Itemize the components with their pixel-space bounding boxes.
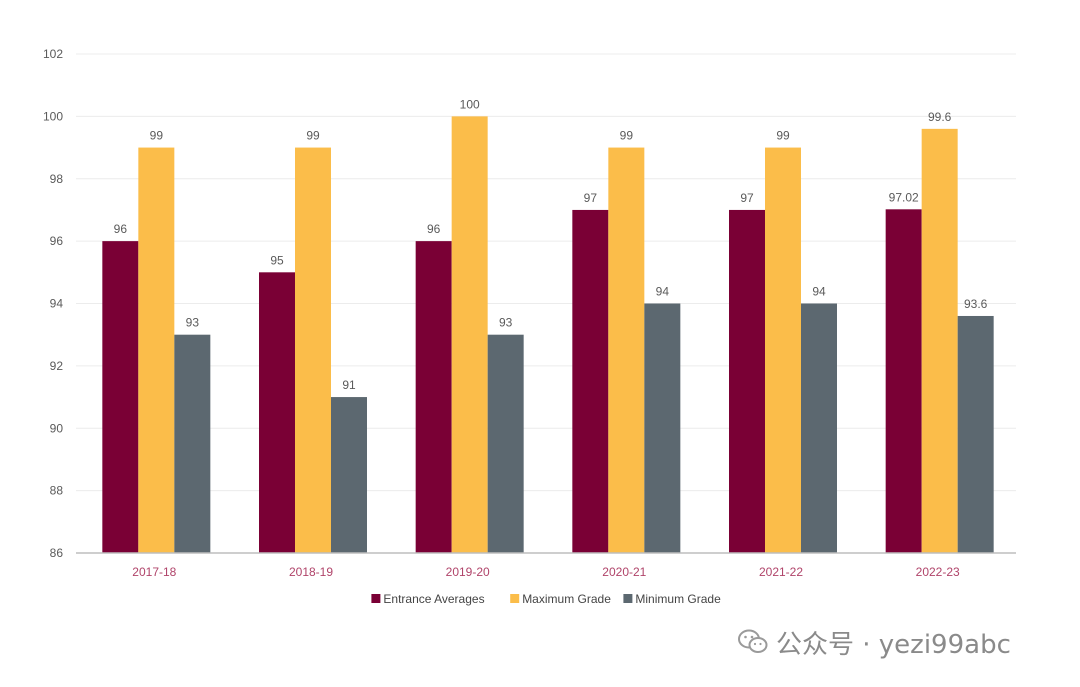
bar [801,303,837,553]
legend-label: Maximum Grade [522,592,611,606]
data-label: 97 [584,191,598,205]
data-label: 94 [812,285,826,299]
data-label: 99 [620,129,634,143]
data-label: 91 [342,378,356,392]
watermark: 公众号 · yezi99abc [738,622,1011,662]
bar [451,116,488,553]
y-tick-label: 88 [50,484,64,498]
data-label: 93 [186,316,200,330]
bars [102,116,994,553]
watermark-text: 公众号 · yezi99abc [776,629,1011,660]
bar [885,209,922,553]
gridlines [76,53,1016,492]
bar [765,147,801,553]
data-label: 96 [114,222,128,236]
y-tick-label: 92 [50,359,64,373]
data-label: 93 [499,316,513,330]
x-tick-label: 2019-20 [446,565,490,579]
x-tick-label: 2020-21 [602,565,646,579]
bar [331,397,367,553]
wechat-icon [738,629,768,653]
data-label: 97 [740,191,754,205]
data-label: 99.6 [928,110,952,124]
x-tick-label: 2022-23 [916,565,960,579]
x-tick-label: 2021-22 [759,565,803,579]
legend: Entrance Averages Maximum Grade Minimum Gr… [371,592,721,606]
legend-swatch [371,594,381,603]
y-tick-label: 102 [43,47,63,61]
bar [259,272,295,553]
legend-label: Entrance Averages [383,592,484,606]
x-tick-label: 2017-18 [132,565,176,579]
x-axis: 2017-18 2018-19 2019-20 2020-21 2021-22 2022-… [76,552,1016,579]
bar [644,303,681,553]
data-label: 99 [776,129,790,143]
legend-swatch [623,594,633,603]
bar [921,128,958,553]
y-tick-label: 86 [50,546,64,560]
y-tick-label: 100 [43,109,63,123]
bar [102,241,139,553]
data-label: 99 [150,129,164,143]
bar [174,334,211,553]
bar [295,147,331,553]
bar [608,147,645,553]
bar [957,315,994,553]
data-label: 97.02 [889,190,919,204]
legend-swatch [510,594,520,603]
bar [729,209,765,553]
bar [138,147,175,553]
y-tick-label: 90 [50,421,64,435]
data-labels: 96 99 93 95 99 91 96 100 93 97 99 94 97 99 94 97.02 99.6… [114,97,988,392]
y-tick-label: 96 [50,234,64,248]
data-label: 96 [427,222,441,236]
data-label: 93.6 [964,297,988,311]
bar [572,209,609,553]
data-label: 94 [656,285,670,299]
y-axis: 86 88 90 92 94 96 98 100 102 [43,47,63,560]
x-tick-label: 2018-19 [289,565,333,579]
y-tick-label: 98 [50,172,64,186]
data-label: 95 [270,253,284,267]
bar [487,334,524,553]
data-label: 100 [460,97,480,111]
bar [415,241,452,553]
data-label: 99 [306,129,320,143]
legend-label: Minimum Grade [635,592,721,606]
y-tick-label: 94 [50,297,64,311]
